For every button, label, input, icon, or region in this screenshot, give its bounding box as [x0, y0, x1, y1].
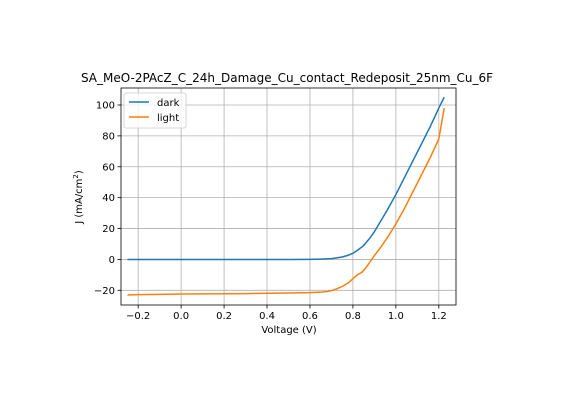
chart-title: SA_MeO-2PAcZ_C_24h_Damage_Cu_contact_Red… — [81, 71, 493, 85]
x-tick-label: 0.2 — [216, 311, 232, 322]
y-tick-label: 40 — [102, 193, 115, 204]
y-tick-label: 60 — [102, 162, 115, 173]
x-axis-label: Voltage (V) — [261, 325, 316, 336]
x-tick-label: 0.6 — [302, 311, 318, 322]
legend-label-light: light — [157, 113, 179, 124]
x-tick-label: −0.2 — [126, 311, 150, 322]
y-axis-ticks: −20 0 20 40 60 80 100 — [94, 100, 121, 297]
series-layer — [127, 96, 445, 296]
x-tick-label: 1.2 — [431, 311, 447, 322]
x-tick-label: 0.8 — [345, 311, 361, 322]
y-axis-label: J (mA/cm2) — [72, 170, 85, 225]
x-tick-label: 0.4 — [259, 311, 275, 322]
plot-frame — [120, 87, 457, 306]
y-tick-label: 20 — [102, 224, 115, 235]
legend: dark light — [123, 92, 187, 129]
x-axis-ticks: −0.2 0.0 0.2 0.4 0.6 0.8 1.0 1.2 — [126, 305, 447, 322]
series-line-light — [127, 107, 445, 296]
y-tick-label: −20 — [94, 286, 115, 297]
series-line-dark — [127, 96, 445, 261]
y-tick-label: 80 — [102, 131, 115, 142]
y-axis-label-close: ) — [74, 170, 85, 174]
x-tick-label: 1.0 — [388, 311, 404, 322]
y-tick-label: 0 — [109, 255, 115, 266]
y-tick-label: 100 — [96, 100, 115, 111]
x-tick-label: 0.0 — [173, 311, 189, 322]
legend-label-dark: dark — [157, 98, 180, 109]
y-axis-label-superscript: 2 — [72, 174, 80, 178]
y-axis-label-main: J (mA/cm — [74, 179, 85, 225]
